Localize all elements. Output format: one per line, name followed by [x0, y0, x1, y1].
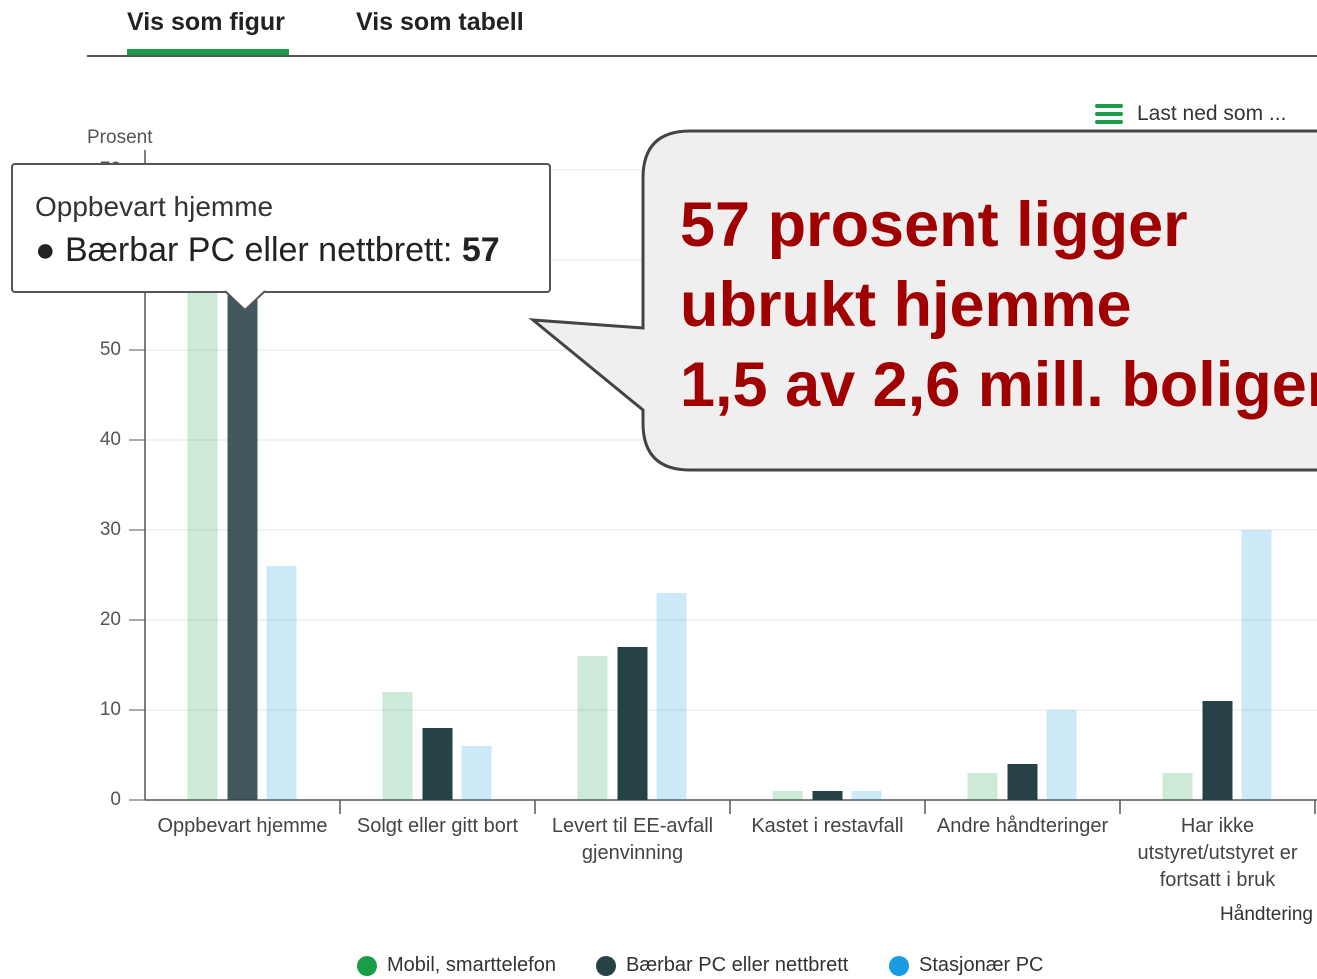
x-tick-label: Oppbevart hjemme — [157, 815, 328, 837]
legend-marker — [596, 955, 616, 976]
callout-line: 57 prosent ligger — [680, 190, 1188, 260]
y-tick-label: 50 — [100, 339, 121, 360]
x-tick-label: Levert til EE-avfall gjenvinning — [551, 815, 714, 864]
bar — [1162, 773, 1193, 800]
y-axis-label: Prosent — [87, 127, 153, 148]
y-tick-label: 0 — [110, 789, 121, 810]
bar — [967, 773, 998, 800]
bar — [851, 791, 882, 800]
callout: 57 prosent ligger ubrukt hjemme 1,5 av 2… — [680, 185, 1317, 425]
tooltip-value: 57 — [461, 231, 500, 269]
download-label[interactable]: Last ned som ... — [1137, 102, 1287, 125]
legend-item: Stasjonær PC — [889, 954, 1044, 977]
legend-label: Mobil, smarttelefon — [387, 954, 556, 976]
bar — [187, 269, 218, 800]
bar — [577, 656, 608, 800]
y-tick-label: 30 — [100, 519, 121, 540]
bar — [266, 566, 297, 800]
x-tick-label: Har ikke utstyret/utstyret er fortsatt i… — [1137, 815, 1298, 891]
tooltip-series: Bærbar PC eller nettbrett — [65, 231, 452, 269]
callout-line: ubrukt hjemme — [680, 270, 1132, 340]
bar — [812, 791, 843, 800]
bar — [227, 287, 258, 800]
bar — [382, 692, 413, 800]
bar — [1046, 710, 1077, 800]
bar — [656, 593, 687, 800]
bar — [772, 791, 803, 800]
tooltip-line: ● Bærbar PC eller nettbrett 57 — [35, 231, 500, 270]
tab-divider — [87, 55, 1317, 57]
callout-line: 1,5 av 2,6 mill. boliger — [680, 350, 1317, 420]
menu-icon — [1095, 104, 1123, 124]
tooltip: Oppbevart hjemme ● Bærbar PC eller nettb… — [11, 163, 551, 293]
x-axis-label: Håndtering — [1220, 904, 1313, 925]
download-button[interactable]: Last ned som ... — [1095, 102, 1286, 126]
y-tick-label: 40 — [100, 429, 121, 450]
bar — [422, 728, 453, 800]
y-tick-label: 10 — [100, 699, 121, 720]
tooltip-title: Oppbevart hjemme — [35, 191, 274, 222]
legend: Mobil, smarttelefon Bærbar PC eller nettb… — [0, 954, 1317, 979]
active-tab-indicator — [127, 49, 289, 55]
legend-item: Bærbar PC eller nettbrett — [596, 954, 848, 977]
x-tick-label: Kastet i restavfall — [751, 815, 904, 837]
x-tick-label: Solgt eller gitt bort — [356, 815, 519, 837]
bar — [1007, 764, 1038, 800]
tab-table[interactable]: Vis som tabell — [356, 8, 524, 36]
tooltip-pointer — [225, 290, 265, 312]
bar — [617, 647, 648, 800]
x-tick-label: Andre håndteringer — [936, 815, 1109, 837]
tab-figure[interactable]: Vis som figur — [127, 8, 285, 36]
legend-label: Stasjonær PC — [919, 954, 1044, 976]
bar — [1202, 701, 1233, 800]
legend-item: Mobil, smarttelefon — [357, 954, 556, 977]
legend-label: Bærbar PC eller nettbrett — [626, 954, 849, 976]
bar — [461, 746, 492, 800]
bar — [1241, 530, 1272, 800]
legend-marker — [889, 955, 909, 976]
y-tick-label: 20 — [100, 609, 121, 630]
tab-bar: Vis som figur Vis som tabell — [0, 0, 1317, 60]
legend-marker — [357, 955, 377, 976]
